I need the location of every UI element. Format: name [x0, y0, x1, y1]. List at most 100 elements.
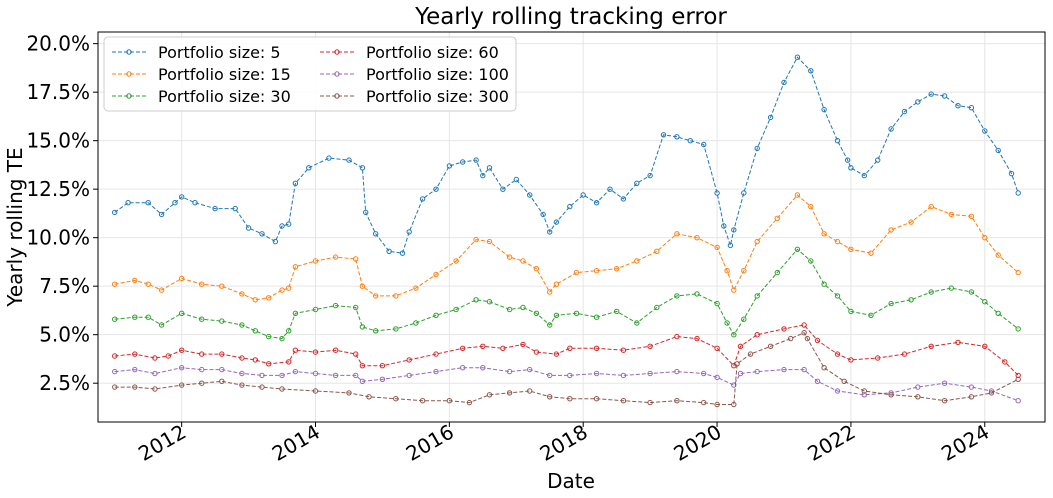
data-point	[527, 366, 533, 373]
data-point	[721, 223, 727, 229]
data-point	[901, 351, 908, 357]
data-point	[814, 337, 821, 344]
data-point	[132, 277, 138, 284]
data-point	[647, 399, 653, 406]
data-point	[219, 378, 225, 384]
data-point	[1015, 376, 1021, 382]
data-point	[848, 308, 854, 315]
data-point	[346, 390, 352, 396]
y-tick-label: 2.5%	[39, 371, 90, 395]
data-point	[868, 312, 874, 318]
data-point	[714, 345, 720, 351]
data-point	[279, 386, 285, 392]
x-axis: 2012 2014 2016 2018 2020 2022 2024	[134, 420, 993, 466]
data-point	[279, 372, 285, 379]
data-point	[158, 211, 165, 218]
data-point	[674, 293, 680, 299]
data-point	[634, 258, 640, 264]
data-point	[359, 324, 366, 330]
data-point	[326, 155, 332, 161]
data-point	[406, 357, 412, 363]
data-point	[353, 372, 359, 379]
data-point	[908, 219, 914, 225]
y-tick-label: 10.0%	[26, 226, 90, 250]
data-point	[473, 236, 479, 243]
data-point	[500, 186, 506, 192]
data-point	[259, 231, 265, 237]
data-point	[413, 285, 419, 291]
data-point	[359, 378, 366, 384]
data-point	[834, 351, 841, 357]
data-point	[654, 304, 660, 311]
data-point	[794, 54, 801, 60]
data-point	[219, 366, 225, 373]
y-tick-label: 7.5%	[39, 274, 90, 298]
data-point	[252, 297, 259, 303]
data-point	[694, 291, 700, 297]
data-point	[312, 306, 319, 313]
data-point	[112, 384, 118, 390]
data-point	[647, 172, 653, 179]
data-point	[527, 192, 533, 198]
data-point	[393, 293, 399, 299]
data-point	[737, 370, 744, 377]
data-point	[453, 306, 459, 313]
data-point	[292, 264, 299, 270]
data-point	[968, 384, 975, 390]
data-point	[486, 165, 493, 171]
data-point	[1015, 326, 1021, 332]
data-point	[179, 382, 185, 388]
data-point	[804, 335, 811, 342]
data-point	[279, 223, 285, 229]
data-point	[868, 250, 874, 256]
data-point	[714, 401, 720, 408]
data-point	[553, 351, 560, 357]
data-point	[821, 281, 827, 287]
data-point	[199, 351, 205, 357]
legend-marker-swatch	[126, 49, 132, 55]
data-point	[480, 365, 486, 371]
data-point	[714, 374, 720, 381]
y-tick-label: 5.0%	[39, 323, 90, 347]
data-point	[754, 293, 760, 299]
series-4	[112, 322, 1021, 379]
data-point	[848, 165, 854, 171]
data-point	[473, 297, 479, 303]
data-point	[413, 320, 419, 326]
data-point	[406, 372, 412, 379]
legend-box	[103, 36, 517, 112]
data-point	[379, 376, 386, 382]
data-point	[553, 312, 560, 318]
legend-marker-swatch	[334, 93, 340, 99]
data-point	[674, 398, 680, 404]
data-point	[848, 357, 854, 363]
legend-marker-swatch	[126, 93, 132, 99]
data-point	[500, 345, 506, 351]
data-point	[888, 227, 894, 233]
data-point	[915, 99, 921, 105]
x-tick-label: 2022	[803, 420, 859, 466]
data-point	[794, 192, 801, 198]
chart-title: Yearly rolling tracking error	[414, 4, 727, 30]
legend-item: Portfolio size: 30	[112, 87, 291, 106]
data-point	[724, 320, 730, 326]
data-point	[714, 244, 720, 251]
data-point	[861, 172, 867, 179]
data-point	[834, 293, 841, 299]
data-point	[259, 372, 265, 379]
data-point	[834, 388, 841, 394]
data-point	[152, 386, 158, 392]
data-point	[179, 365, 185, 371]
data-point	[731, 332, 737, 338]
data-point	[620, 372, 627, 379]
data-point	[433, 351, 439, 357]
data-point	[875, 157, 881, 163]
data-point	[239, 370, 245, 377]
legend-item: Portfolio size: 15	[112, 65, 291, 84]
data-point	[419, 398, 426, 404]
data-point	[179, 275, 185, 282]
data-point	[419, 196, 426, 202]
data-point	[915, 394, 921, 400]
data-point	[553, 281, 560, 287]
legend-label: Portfolio size: 30	[158, 87, 291, 106]
